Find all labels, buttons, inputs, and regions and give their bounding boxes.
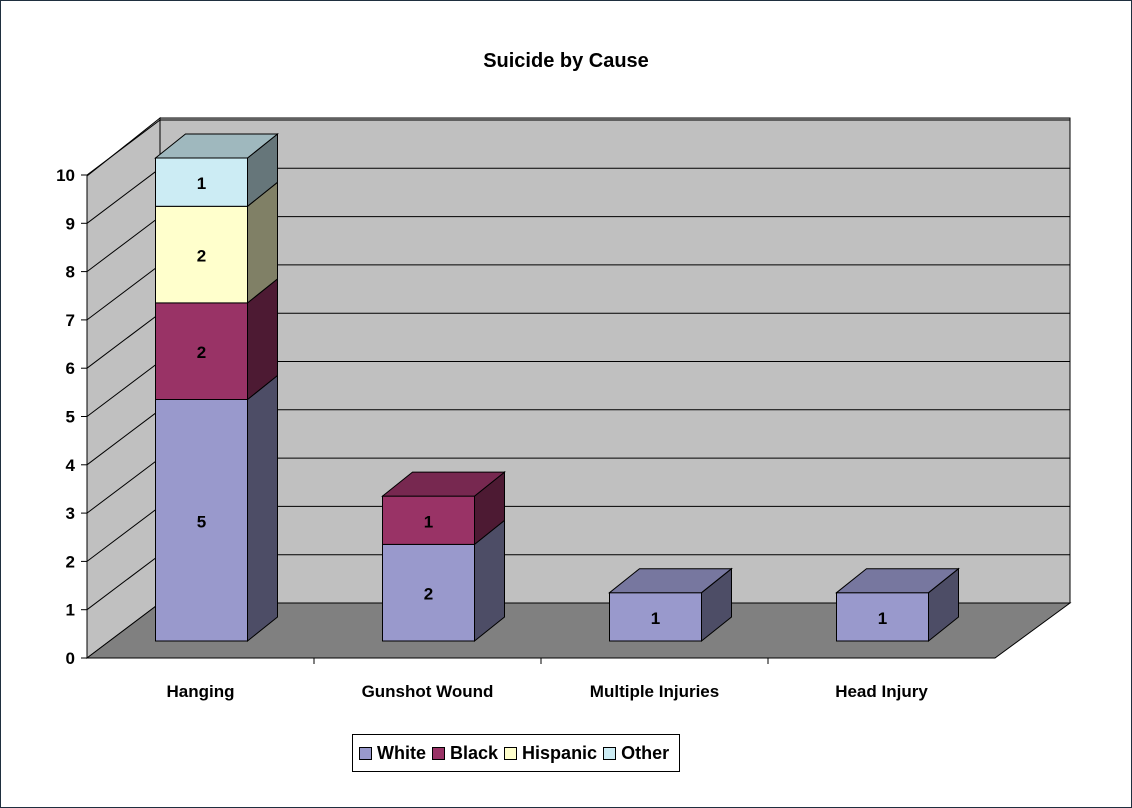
y-axis: 0 1 2 3 4 5 6 7 8 9 10 (56, 166, 87, 668)
y-tick-label: 10 (56, 166, 75, 185)
legend-item-black: Black (432, 743, 498, 764)
data-label: 1 (197, 174, 206, 193)
data-label: 1 (878, 609, 887, 628)
bar-segment-black (155, 302, 248, 400)
legend-label: Other (621, 742, 670, 763)
data-label: 2 (197, 343, 206, 362)
bar-stack: 1 (835, 567, 960, 643)
gridline (86, 119, 1070, 176)
bar-top (608, 568, 733, 594)
x-tick-label: Hanging (167, 682, 235, 701)
legend-label: Black (450, 742, 499, 763)
legend-item-other: Other (603, 743, 669, 764)
legend-swatch (504, 746, 518, 760)
legend-swatch (603, 746, 617, 760)
x-tick-label: Gunshot Wound (362, 682, 494, 701)
legend-swatch (359, 746, 372, 760)
y-tick-label: 2 (66, 552, 75, 571)
bar-segment-other (155, 157, 248, 207)
legend-item-white: White (359, 743, 426, 764)
x-tick-label: Head Injury (835, 682, 928, 701)
legend-label: White (377, 742, 426, 763)
legend-item-hispanic: Hispanic (504, 743, 597, 764)
bar-segment-white (609, 592, 702, 642)
x-tick-label: Multiple Injuries (590, 682, 719, 701)
legend-swatch (432, 746, 445, 760)
y-tick-label: 4 (66, 456, 76, 475)
bar-side (247, 374, 278, 643)
chart-title: Suicide by Cause (483, 50, 649, 72)
bar-stack: 5 2 2 1 (154, 132, 279, 643)
y-tick-label: 1 (66, 601, 75, 620)
bar-stack: 1 (608, 567, 733, 643)
y-tick-label: 9 (66, 214, 75, 233)
bar-top (835, 568, 960, 594)
y-tick-label: 6 (66, 359, 75, 378)
data-label: 5 (197, 512, 206, 531)
bar-segment-white (836, 592, 929, 642)
bar-segment-white (155, 399, 248, 642)
data-label: 2 (197, 247, 206, 266)
data-label: 2 (424, 585, 433, 604)
back-wall (159, 117, 1071, 604)
legend-label: Hispanic (522, 742, 598, 763)
y-tick-label: 0 (66, 649, 75, 668)
y-tick-label: 8 (66, 263, 75, 282)
y-tick-label: 7 (66, 311, 75, 330)
bar-segment-white (382, 543, 475, 642)
y-tick-label: 3 (66, 504, 75, 523)
data-label: 1 (424, 512, 433, 531)
side-wall (86, 116, 161, 660)
legend: White Black Hispanic Other (352, 734, 681, 772)
bar-segment-black (382, 495, 475, 545)
bar-top (154, 133, 279, 159)
y-tick-label: 5 (66, 408, 75, 427)
bar-stack: 21 (381, 471, 506, 643)
data-label: 1 (651, 609, 660, 628)
bar-top (381, 471, 506, 497)
